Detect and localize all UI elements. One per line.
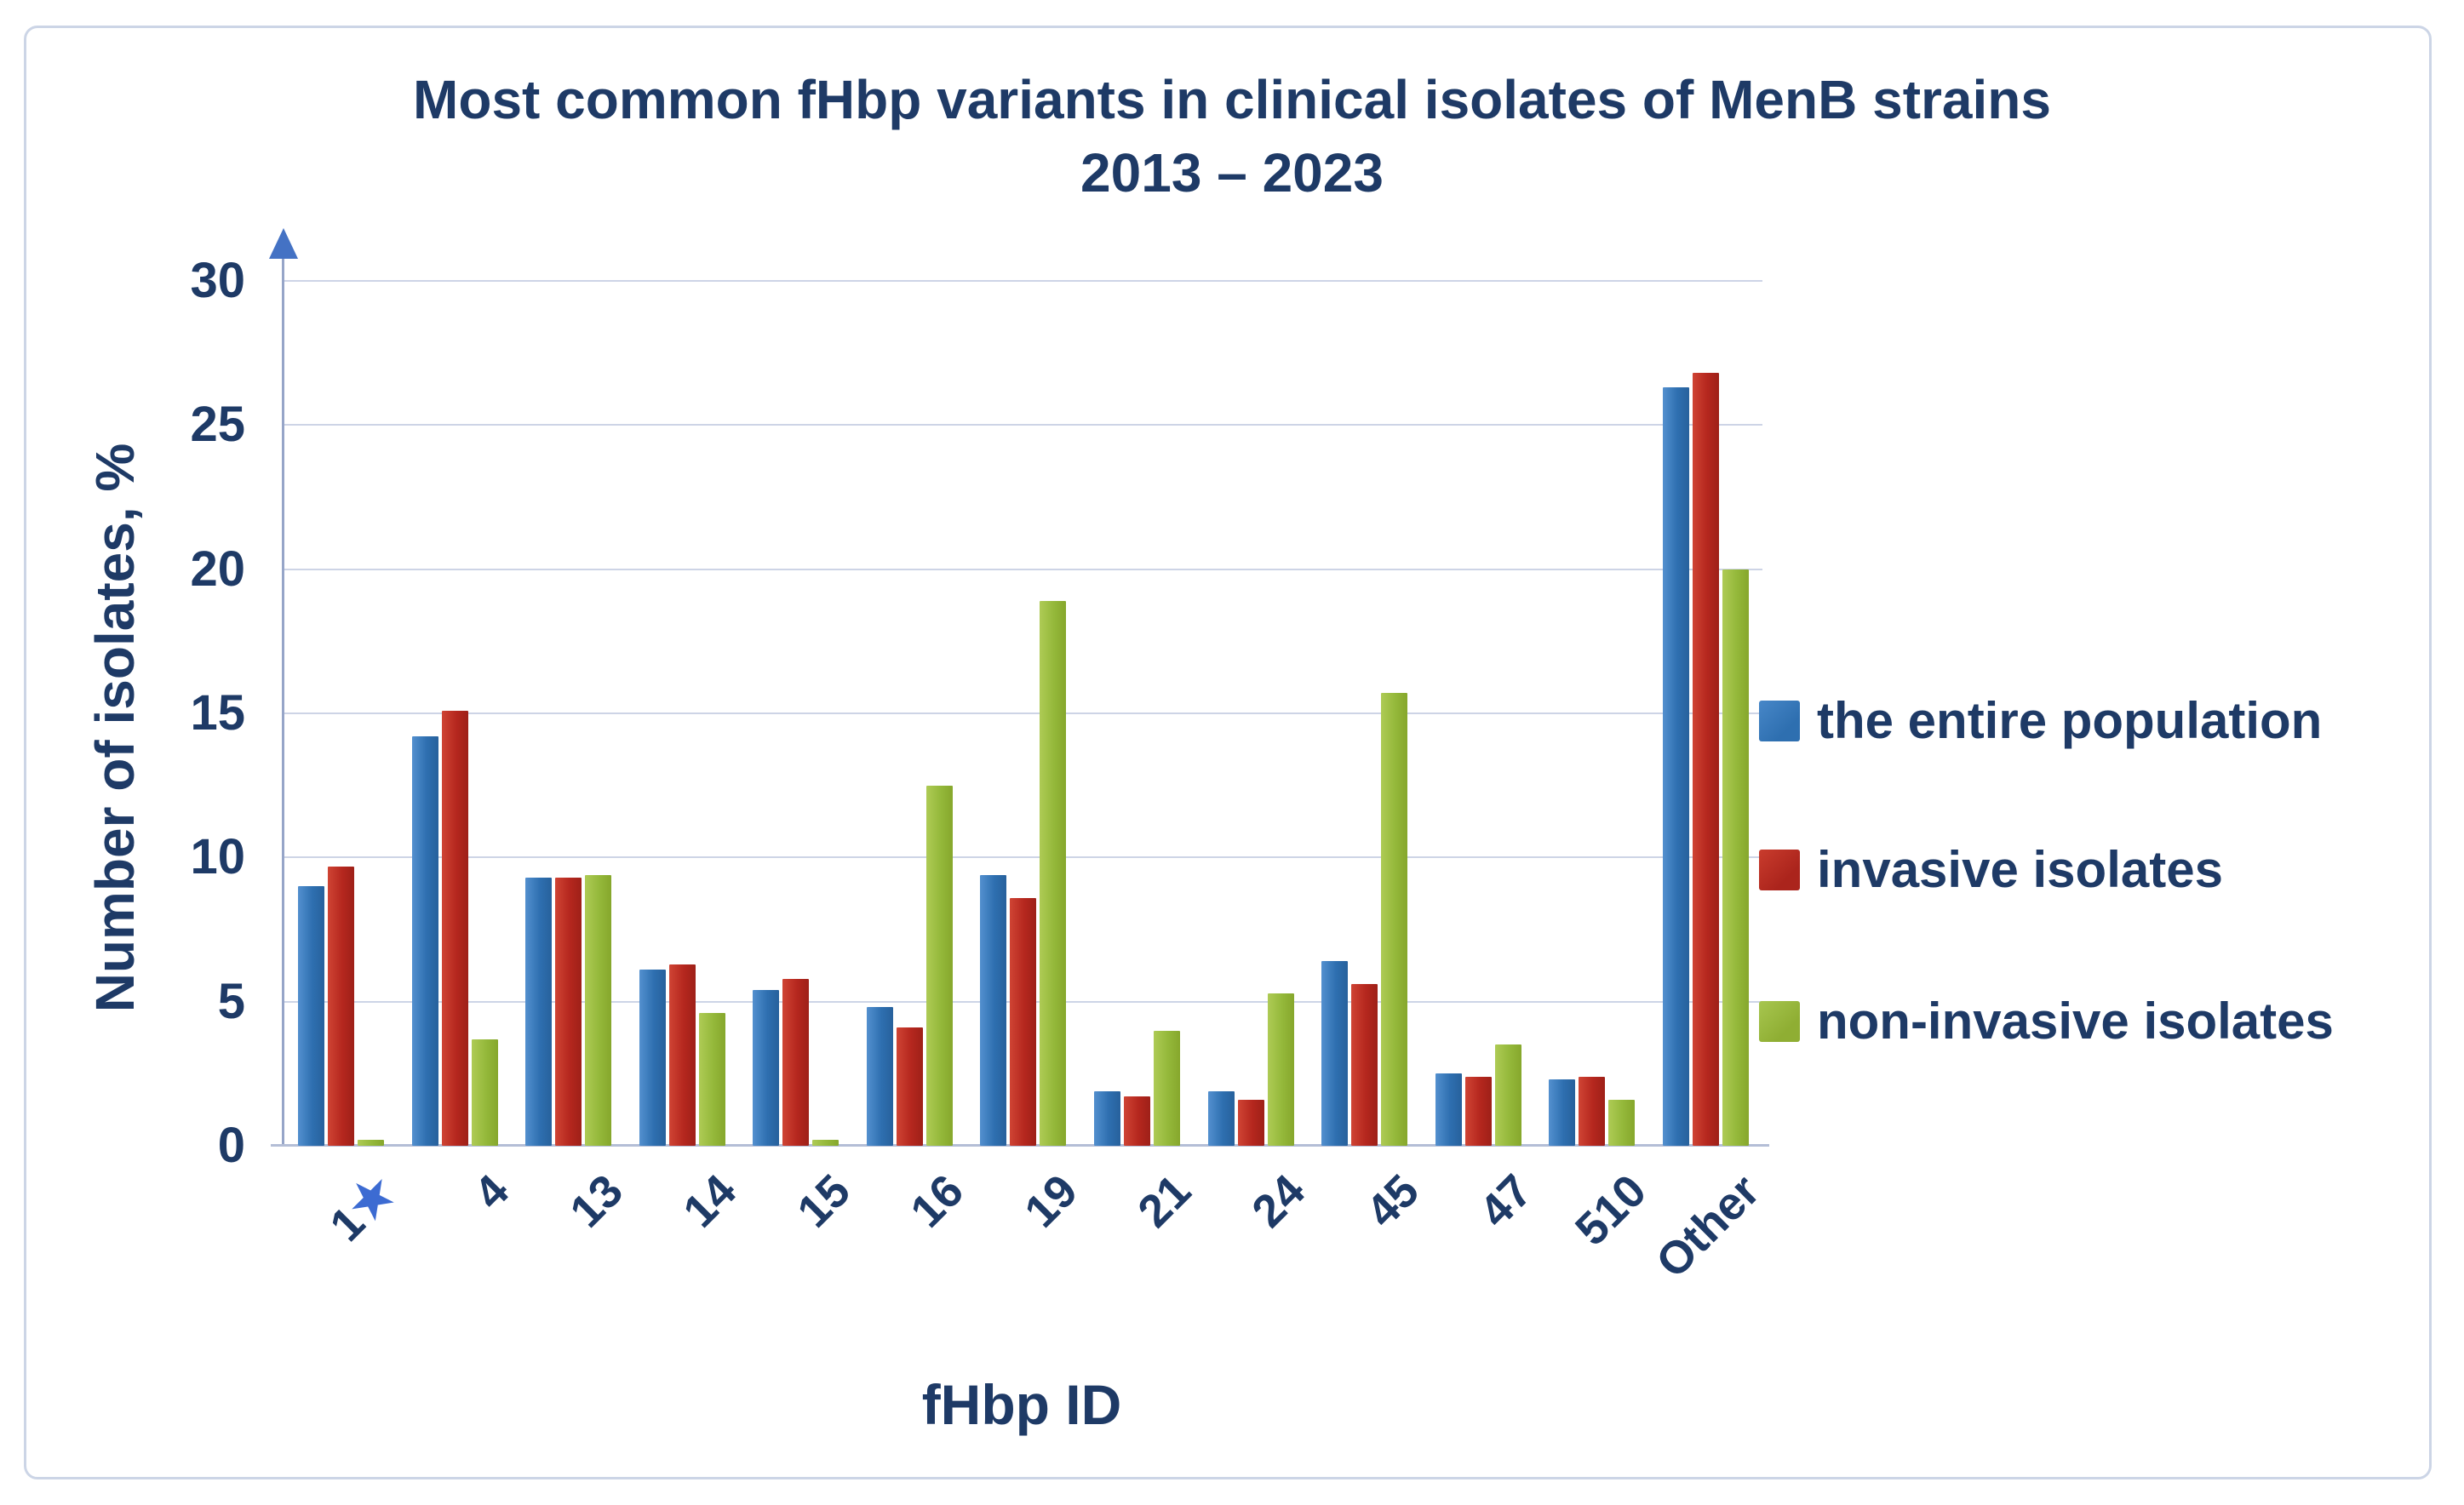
- legend-swatch-icon: [1759, 1000, 1800, 1042]
- bar-group-24: [1194, 281, 1308, 1146]
- bar-14-invasive-isolates: [668, 964, 696, 1146]
- gridline-15: [284, 712, 1762, 714]
- legend-label: invasive isolates: [1817, 841, 2223, 898]
- bar-groups: [284, 281, 1762, 1146]
- bar-14-the-entire-population: [639, 970, 666, 1146]
- bar-47-non-invasive-isolates: [1494, 1044, 1521, 1146]
- bar-24-non-invasive-isolates: [1267, 993, 1294, 1146]
- bar-group-47: [1421, 281, 1535, 1146]
- bar-13-non-invasive-isolates: [585, 874, 612, 1146]
- y-tick-label-25: 25: [190, 397, 245, 453]
- bar-15-the-entire-population: [753, 990, 780, 1146]
- bar-19-non-invasive-isolates: [1040, 600, 1067, 1146]
- bar-16-invasive-isolates: [896, 1027, 923, 1146]
- bar-47-invasive-isolates: [1464, 1076, 1492, 1146]
- bar-19-the-entire-population: [980, 874, 1007, 1146]
- bar-group-15: [739, 281, 853, 1146]
- gridline-20: [284, 568, 1762, 570]
- bar-21-invasive-isolates: [1123, 1096, 1150, 1146]
- y-tick-label-10: 10: [190, 829, 245, 885]
- bar-13-the-entire-population: [525, 878, 553, 1146]
- bar-19-invasive-isolates: [1010, 897, 1037, 1146]
- bar-45-the-entire-population: [1321, 961, 1349, 1146]
- bar-14-non-invasive-isolates: [698, 1013, 725, 1146]
- y-tick-label-20: 20: [190, 541, 245, 597]
- bar-group-4: [398, 281, 513, 1146]
- legend-item-non-invasive-isolates: non-invasive isolates: [1759, 992, 2334, 1050]
- legend-label: non-invasive isolates: [1817, 993, 2334, 1050]
- bar-45-invasive-isolates: [1351, 984, 1378, 1146]
- legend-swatch-icon: [1759, 700, 1800, 741]
- y-tick-label-5: 5: [217, 973, 245, 1029]
- bar-510-the-entire-population: [1549, 1079, 1576, 1146]
- bar-15-non-invasive-isolates: [812, 1140, 839, 1146]
- bar-47-the-entire-population: [1435, 1073, 1462, 1146]
- bar-21-non-invasive-isolates: [1153, 1030, 1180, 1146]
- legend-label: the entire population: [1817, 692, 2323, 749]
- y-tick-label-0: 0: [217, 1118, 245, 1173]
- bar-24-invasive-isolates: [1237, 1099, 1264, 1146]
- gridline-25: [284, 424, 1762, 426]
- bar-group-14: [626, 281, 740, 1146]
- bar-45-non-invasive-isolates: [1381, 693, 1408, 1146]
- plot-area: [284, 280, 1762, 1146]
- bar-4-invasive-isolates: [441, 710, 468, 1146]
- bar-1-the-entire-population: [298, 886, 325, 1146]
- bar-24-the-entire-population: [1207, 1090, 1235, 1146]
- gridline-10: [284, 856, 1762, 859]
- legend-item-invasive-isolates: invasive isolates: [1759, 840, 2223, 899]
- gridline-30: [284, 280, 1762, 282]
- y-axis-line: [282, 255, 284, 1146]
- bar-group-Other: [1648, 281, 1762, 1146]
- bar-group-19: [966, 281, 1080, 1146]
- bar-4-non-invasive-isolates: [471, 1039, 498, 1146]
- bar-group-510: [1535, 281, 1649, 1146]
- chart-title-line2: 2013 – 2023: [1080, 142, 1384, 203]
- bar-16-the-entire-population: [866, 1007, 893, 1146]
- y-tick-label-30: 30: [190, 253, 245, 308]
- bar-13-invasive-isolates: [555, 878, 582, 1146]
- y-tick-label-15: 15: [190, 685, 245, 741]
- bar-group-16: [853, 281, 967, 1146]
- bar-Other-invasive-isolates: [1692, 373, 1719, 1146]
- bar-group-13: [512, 281, 626, 1146]
- bar-21-the-entire-population: [1093, 1090, 1120, 1146]
- chart-title-block: Most common fHbp variants in clinical is…: [0, 63, 2464, 209]
- legend-swatch-icon: [1759, 849, 1800, 890]
- bar-15-invasive-isolates: [782, 978, 810, 1146]
- chart-title-line1: Most common fHbp variants in clinical is…: [413, 69, 2051, 130]
- bar-16-non-invasive-isolates: [925, 785, 953, 1146]
- y-axis-arrow-icon: [269, 228, 298, 259]
- bar-4-the-entire-population: [411, 736, 438, 1146]
- bar-1-invasive-isolates: [328, 866, 355, 1146]
- bar-group-45: [1308, 281, 1422, 1146]
- bar-group-21: [1080, 281, 1195, 1146]
- bar-Other-non-invasive-isolates: [1722, 569, 1749, 1146]
- bar-510-non-invasive-isolates: [1608, 1099, 1636, 1146]
- bar-Other-the-entire-population: [1662, 387, 1689, 1146]
- bar-group-1: [284, 281, 398, 1146]
- bar-1-non-invasive-isolates: [358, 1140, 385, 1146]
- legend-item-the-entire-population: the entire population: [1759, 691, 2322, 750]
- x-axis-title: fHbp ID: [921, 1373, 1122, 1436]
- bar-510-invasive-isolates: [1579, 1076, 1606, 1146]
